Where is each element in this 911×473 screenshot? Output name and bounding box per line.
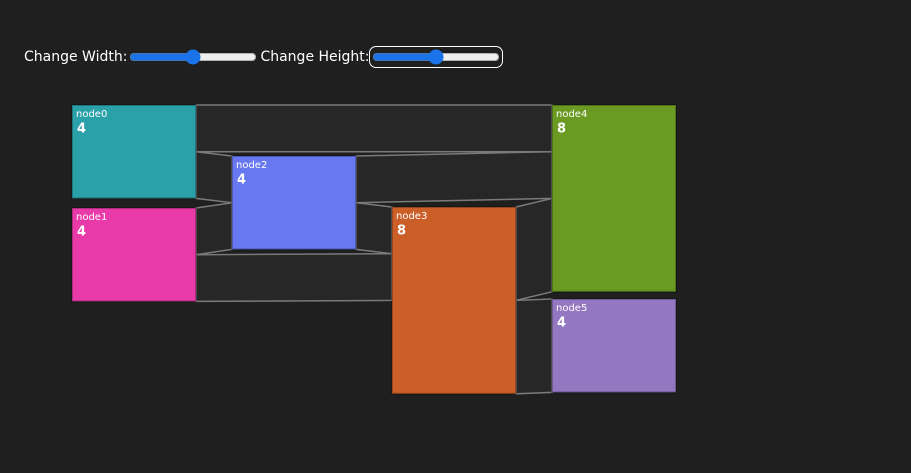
node — [551, 298, 677, 394]
node-name: node0 — [76, 109, 107, 120]
link — [195, 150, 233, 204]
height-label: Change Height: — [260, 49, 370, 65]
link — [515, 298, 553, 395]
node — [71, 104, 197, 200]
node-value: 8 — [397, 224, 406, 239]
height-slider[interactable] — [368, 46, 503, 68]
node-name: node3 — [396, 211, 427, 222]
node-name: node1 — [76, 212, 107, 223]
node-value: 4 — [77, 225, 86, 240]
node-value: 4 — [237, 173, 246, 188]
node — [551, 104, 677, 293]
node-name: node2 — [236, 160, 267, 171]
link — [195, 104, 553, 153]
node — [71, 207, 197, 303]
width-label: Change Width: — [24, 49, 128, 65]
node-value: 4 — [557, 316, 566, 331]
node-name: node4 — [556, 109, 587, 120]
link — [355, 150, 553, 204]
controls: Change Width: Change Height: — [24, 46, 503, 68]
link — [195, 252, 393, 303]
node — [391, 206, 517, 395]
link — [195, 201, 233, 256]
link — [515, 197, 553, 302]
node-value: 4 — [77, 122, 86, 137]
link — [355, 201, 393, 255]
node-value: 8 — [557, 122, 566, 137]
node — [231, 155, 357, 251]
node-name: node5 — [556, 303, 587, 314]
width-slider[interactable] — [129, 49, 258, 65]
